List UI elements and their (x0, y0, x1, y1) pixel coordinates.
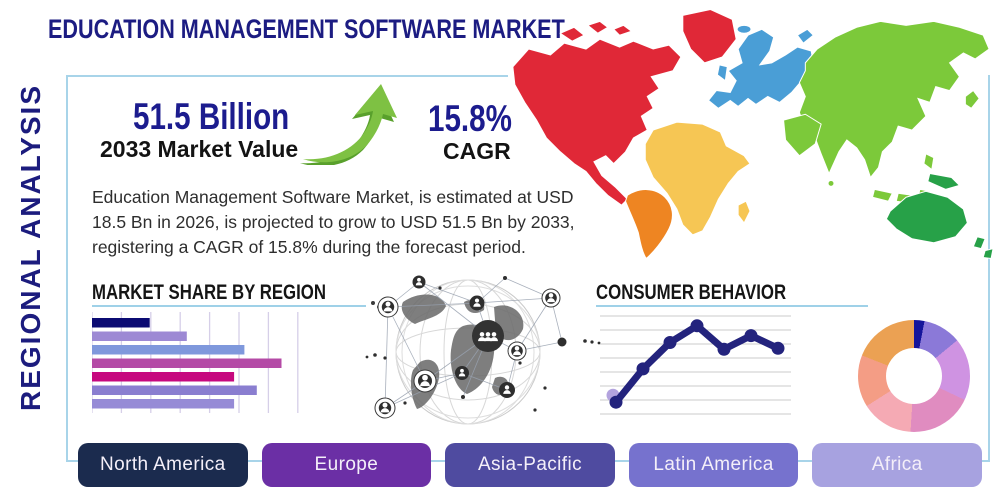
world-map (512, 9, 994, 260)
map-africa (644, 121, 751, 236)
consumer-behavior-section-title: CONSUMER BEHAVIOR (596, 281, 787, 304)
region-button-asia-pacific[interactable]: Asia-Pacific (445, 443, 615, 487)
page-title-text: EDUCATION MANAGEMENT SOFTWARE MARKET (48, 14, 565, 44)
map-asia (783, 20, 990, 204)
decorative-dot (371, 301, 375, 305)
regional-analysis-vertical-label: REGIONAL ANALYSIS (15, 83, 46, 411)
map-north-america (512, 9, 737, 206)
market-value-label: 2033 Market Value (100, 136, 299, 162)
consumer-behavior-line-chart (600, 315, 791, 415)
market-summary-text: Education Management Software Market, is… (92, 187, 575, 257)
growth-arrow-icon (300, 84, 397, 165)
region-buttons-row: North America Europe Asia-Pacific Latin Ame… (78, 443, 982, 487)
region-button-europe[interactable]: Europe (261, 443, 432, 487)
regional-share-donut-chart (858, 320, 970, 432)
region-button-latin-america[interactable]: Latin America (628, 443, 799, 487)
map-south-america (624, 189, 673, 260)
map-europe (707, 24, 814, 109)
cagr-number: 15.8% (428, 98, 512, 139)
cagr-label: CAGR (443, 138, 511, 164)
card-top-border (66, 75, 508, 77)
market-share-underline (92, 305, 366, 307)
market-value-number: 51.5 Billion (133, 96, 290, 137)
consumer-behavior-underline (596, 305, 868, 307)
map-australia (885, 172, 994, 260)
page-title: EDUCATION MANAGEMENT SOFTWARE MARKET (48, 14, 694, 45)
market-share-bar-chart (92, 312, 299, 413)
globe-network-illustration (365, 275, 601, 425)
region-button-africa[interactable]: Africa (812, 443, 982, 487)
market-share-section-title: MARKET SHARE BY REGION (92, 281, 326, 304)
region-button-north-america[interactable]: North America (78, 443, 248, 487)
